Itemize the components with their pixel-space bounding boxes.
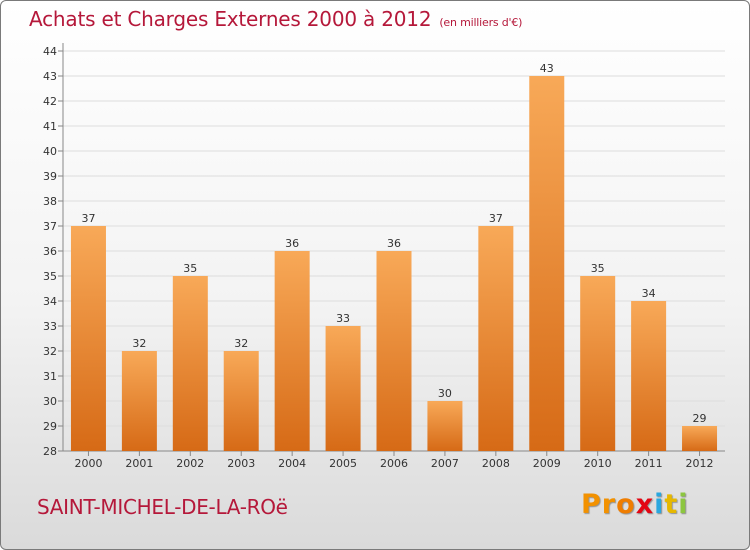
data-labels: 37 32 35 32 36 33 36 30 37 43 35 34 29	[81, 62, 706, 425]
y-tick-label-37: 37	[43, 220, 57, 233]
y-tick-label-36: 36	[43, 245, 57, 258]
y-tick-label-40: 40	[43, 145, 57, 158]
bar-2009	[529, 76, 565, 451]
x-tick-label-2010: 2010	[584, 457, 612, 470]
data-label-2009: 43	[540, 62, 554, 75]
logo-letter: i	[678, 489, 689, 520]
bar-2011	[631, 301, 667, 451]
bars	[70, 76, 718, 451]
y-tick-label-35: 35	[43, 270, 57, 283]
data-label-2004: 36	[285, 237, 299, 250]
x-tick-label-2011: 2011	[635, 457, 663, 470]
x-tick-label-2004: 2004	[278, 457, 306, 470]
logo-letter: i	[654, 489, 665, 520]
y-tick-label-34: 34	[43, 295, 57, 308]
chart-title: Achats et Charges Externes 2000 à 2012 (e…	[29, 7, 522, 31]
x-tick-label-2012: 2012	[686, 457, 714, 470]
y-tick-label-41: 41	[43, 120, 57, 133]
data-label-2011: 34	[642, 287, 656, 300]
y-tick-label-29: 29	[43, 420, 57, 433]
y-tick-label-33: 33	[43, 320, 57, 333]
bar-2010	[580, 276, 616, 451]
bar-2006	[376, 251, 412, 451]
chart-unit: (en milliers d'€)	[439, 16, 523, 29]
data-label-2005: 33	[336, 312, 350, 325]
x-tick-label-2008: 2008	[482, 457, 510, 470]
y-tick-label-44: 44	[43, 45, 57, 58]
data-label-2012: 29	[693, 412, 707, 425]
y-tick-label-30: 30	[43, 395, 57, 408]
data-label-2001: 32	[132, 337, 146, 350]
y-tick-label-42: 42	[43, 95, 57, 108]
data-label-2007: 30	[438, 387, 452, 400]
logo-letter: x	[635, 489, 655, 520]
proxiti-logo: Proxiti	[581, 489, 689, 520]
bar-2004	[274, 251, 310, 451]
bar-2008	[478, 226, 514, 451]
chart-title-text: Achats et Charges Externes 2000 à 2012	[29, 7, 432, 31]
data-label-2008: 37	[489, 212, 503, 225]
bar-2001	[121, 351, 157, 451]
y-tick-label-32: 32	[43, 345, 57, 358]
commune-name: SAINT-MICHEL-DE-LA-ROë	[37, 495, 288, 519]
x-tick-label-2003: 2003	[227, 457, 255, 470]
y-tick-label-39: 39	[43, 170, 57, 183]
logo-letter: t	[664, 489, 679, 520]
data-label-2010: 35	[591, 262, 605, 275]
x-tick-label-2001: 2001	[125, 457, 153, 470]
bar-2007	[427, 401, 463, 451]
y-tick-label-28: 28	[43, 445, 57, 458]
bar-2000	[70, 226, 106, 451]
y-tick-label-31: 31	[43, 370, 57, 383]
bar-2005	[325, 326, 361, 451]
x-tick-label-2007: 2007	[431, 457, 459, 470]
y-tick-label-43: 43	[43, 70, 57, 83]
logo-letter: P	[581, 489, 602, 520]
x-tick-label-2002: 2002	[176, 457, 204, 470]
bar-2012	[682, 426, 718, 451]
x-tick-label-2006: 2006	[380, 457, 408, 470]
x-tick-label-2000: 2000	[74, 457, 102, 470]
bar-2003	[223, 351, 259, 451]
data-label-2000: 37	[81, 212, 95, 225]
bar-2002	[172, 276, 208, 451]
y-tick-label-38: 38	[43, 195, 57, 208]
logo-letter: r	[601, 489, 617, 520]
data-label-2006: 36	[387, 237, 401, 250]
x-tick-label-2009: 2009	[533, 457, 561, 470]
data-label-2002: 35	[183, 262, 197, 275]
logo-letter: o	[616, 489, 636, 520]
x-tick-label-2005: 2005	[329, 457, 357, 470]
data-label-2003: 32	[234, 337, 248, 350]
